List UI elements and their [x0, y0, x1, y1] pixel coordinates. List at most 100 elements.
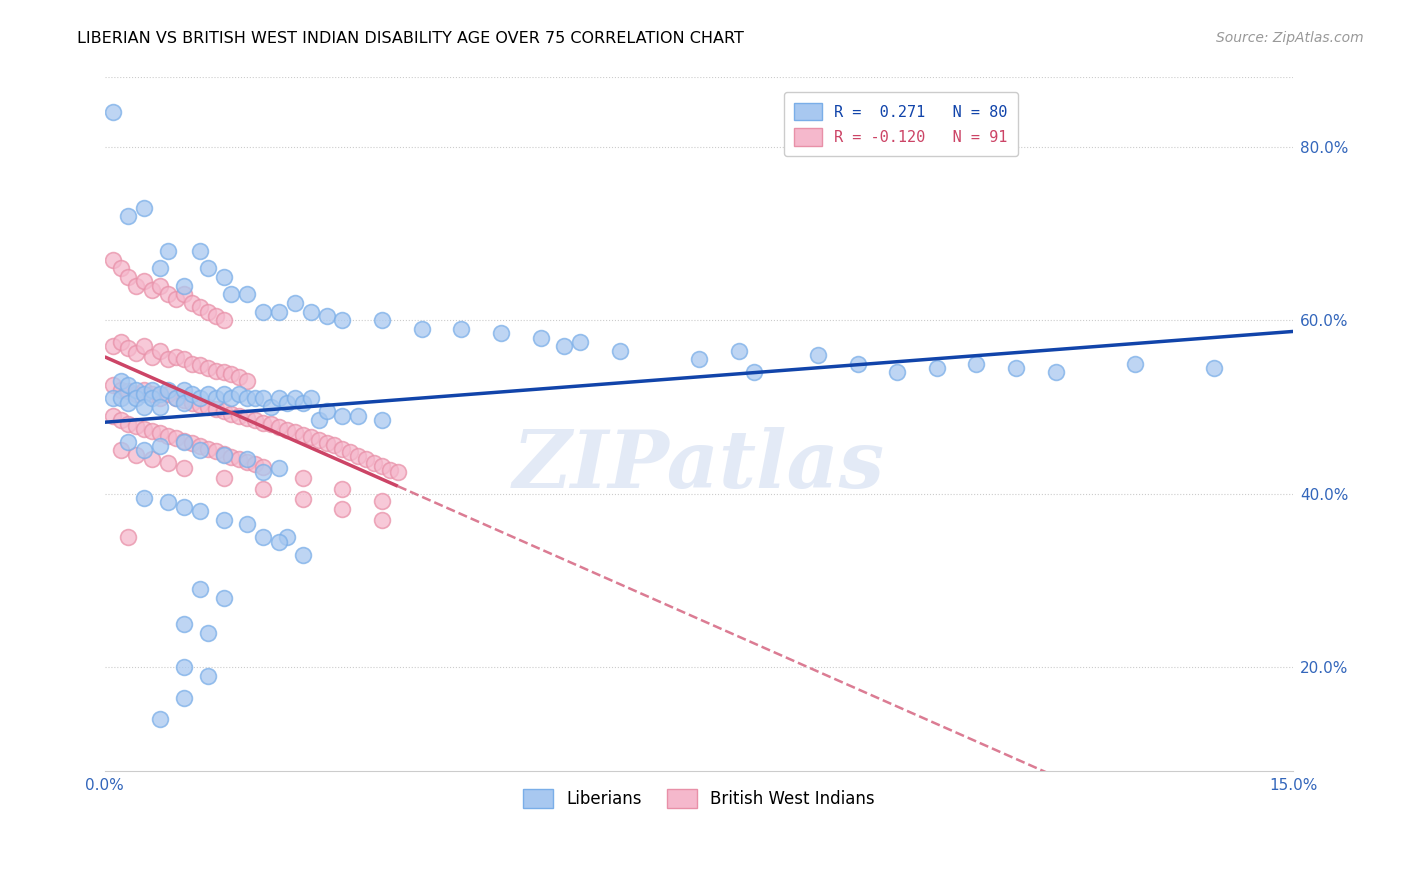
Point [125, 448, 148, 462]
Point [110, 261, 132, 276]
Point [134, 400, 156, 414]
Point [371, 458, 394, 473]
Point [846, 357, 869, 371]
Point [236, 287, 259, 301]
Point [228, 452, 250, 467]
Point [117, 384, 139, 399]
Point [291, 427, 314, 442]
Point [134, 201, 156, 215]
Point [117, 378, 139, 392]
Point [245, 413, 267, 427]
Point [291, 395, 314, 409]
Point [378, 462, 401, 476]
Point [332, 483, 354, 497]
Point [134, 387, 156, 401]
Point [688, 352, 710, 367]
Point [569, 334, 592, 349]
Point [267, 420, 290, 434]
Point [197, 669, 219, 683]
Point [125, 383, 148, 397]
Point [149, 439, 172, 453]
Point [315, 309, 337, 323]
Point [221, 287, 243, 301]
Point [101, 392, 124, 406]
Point [125, 346, 148, 360]
Point [236, 455, 259, 469]
Point [117, 209, 139, 223]
Point [339, 445, 361, 459]
Point [188, 359, 211, 373]
Point [141, 392, 163, 406]
Point [276, 530, 298, 544]
Point [173, 395, 195, 409]
Point [553, 339, 575, 353]
Point [157, 352, 180, 367]
Point [387, 465, 409, 479]
Point [117, 434, 139, 449]
Point [212, 313, 235, 327]
Point [197, 625, 219, 640]
Point [117, 417, 139, 432]
Point [157, 428, 180, 442]
Point [529, 331, 551, 345]
Point [332, 502, 354, 516]
Point [332, 409, 354, 423]
Point [212, 513, 235, 527]
Point [323, 438, 346, 452]
Point [101, 105, 124, 120]
Point [188, 301, 211, 315]
Point [267, 460, 290, 475]
Point [204, 392, 226, 406]
Point [149, 392, 172, 406]
Point [204, 444, 226, 458]
Point [197, 442, 219, 456]
Point [212, 365, 235, 379]
Point [252, 392, 274, 406]
Point [212, 448, 235, 462]
Point [173, 393, 195, 408]
Point [363, 456, 385, 470]
Point [134, 339, 156, 353]
Point [212, 387, 235, 401]
Point [149, 261, 172, 276]
Point [149, 712, 172, 726]
Point [204, 401, 226, 416]
Point [267, 304, 290, 318]
Point [212, 471, 235, 485]
Point [165, 431, 187, 445]
Point [117, 269, 139, 284]
Point [347, 449, 370, 463]
Point [291, 491, 314, 506]
Point [252, 482, 274, 496]
Point [157, 383, 180, 397]
Point [236, 374, 259, 388]
Point [117, 530, 139, 544]
Point [188, 504, 211, 518]
Point [354, 452, 377, 467]
Point [180, 387, 202, 401]
Point [252, 459, 274, 474]
Point [276, 423, 298, 437]
Point [173, 660, 195, 674]
Point [212, 447, 235, 461]
Point [284, 296, 307, 310]
Point [236, 517, 259, 532]
Point [188, 443, 211, 458]
Point [110, 374, 132, 388]
Point [744, 365, 766, 379]
Point [332, 442, 354, 456]
Point [245, 458, 267, 472]
Point [315, 404, 337, 418]
Point [125, 387, 148, 401]
Point [141, 452, 163, 467]
Point [204, 364, 226, 378]
Point [267, 392, 290, 406]
Point [371, 313, 394, 327]
Point [173, 278, 195, 293]
Point [197, 387, 219, 401]
Point [165, 392, 187, 406]
Point [188, 244, 211, 258]
Point [173, 690, 195, 705]
Point [188, 392, 211, 406]
Point [609, 343, 631, 358]
